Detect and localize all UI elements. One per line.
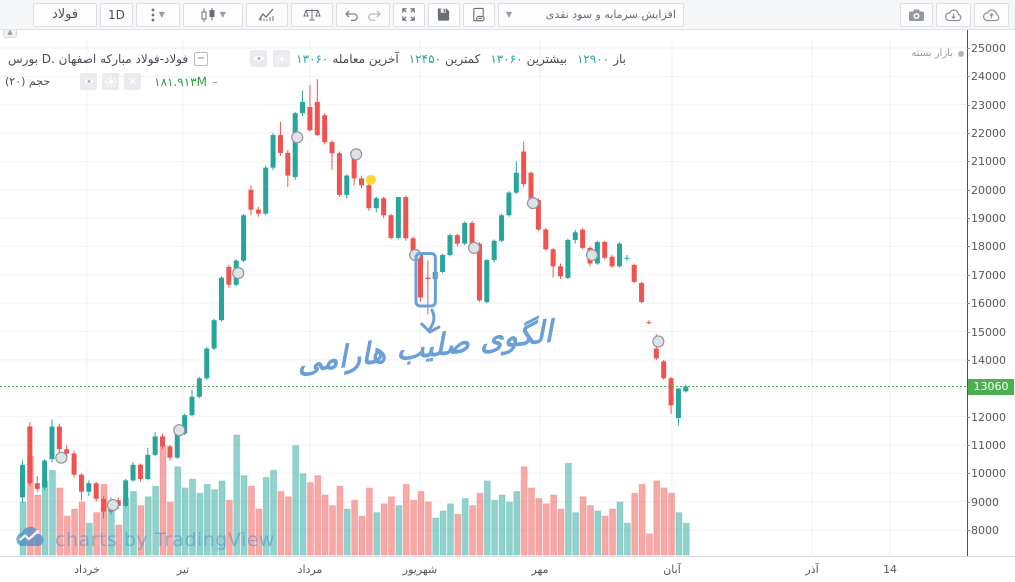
open-value: ۱۲۹۰۰ bbox=[576, 51, 610, 66]
interval-button[interactable]: 1D bbox=[100, 2, 133, 27]
series-legend: فولاد-فولاد مبارکه اصفهان .D بورس − باز ۱… bbox=[8, 50, 636, 67]
last-trade-label: آخرین معامله bbox=[332, 51, 399, 66]
price-tick-label: 16000 bbox=[967, 297, 1006, 311]
save-layout-button[interactable] bbox=[427, 2, 460, 27]
snapshot-button[interactable] bbox=[900, 2, 933, 27]
price-tick-label: 15000 bbox=[967, 325, 1006, 339]
price-tick-label: 8000 bbox=[967, 524, 999, 537]
price-tick-label: 24000 bbox=[967, 70, 1006, 84]
price-axis[interactable]: 25000 24000 23000 22000 21000 20000 19000 18000… bbox=[967, 30, 1015, 556]
price-tick-label: 9000 bbox=[967, 495, 999, 509]
volume-legend: حجم (۲۰) ✕ ۱۸۱.۹۱۳M – bbox=[5, 73, 218, 90]
chart-area[interactable]: ▲ فولاد-فولاد مبارکه اصفهان .D بورس − با… bbox=[0, 29, 1015, 582]
chevron-down-icon: ▼ bbox=[219, 10, 226, 19]
fullscreen-icon bbox=[401, 7, 416, 22]
time-tick-label: خرداد bbox=[74, 563, 100, 576]
price-tick-label: 23000 bbox=[967, 98, 1006, 112]
toolbar-collapse-tab[interactable]: ▲ bbox=[3, 29, 17, 38]
time-tick-label: شهریور bbox=[402, 563, 438, 576]
dots-menu-icon bbox=[151, 8, 155, 22]
price-tick-label: 21000 bbox=[967, 155, 1006, 169]
candlestick-chart-canvas[interactable] bbox=[0, 30, 967, 582]
last-trade-value: ۱۳۰۶۰ bbox=[296, 51, 329, 66]
scales-icon bbox=[303, 7, 321, 22]
price-tick-label: 14000 bbox=[967, 353, 1006, 367]
volume-extra: – bbox=[211, 74, 218, 89]
load-chart-button[interactable] bbox=[936, 2, 971, 27]
compare-button[interactable] bbox=[290, 2, 333, 27]
last-price-badge: 13060 bbox=[968, 378, 1014, 395]
price-tick-label: 20000 bbox=[967, 183, 1006, 197]
low-label: کمترین bbox=[444, 51, 481, 66]
price-tick-label: 18000 bbox=[967, 240, 1006, 254]
time-tick-label: آذر bbox=[805, 563, 819, 576]
chevron-down-icon: ▼ bbox=[158, 10, 165, 19]
top-toolbar: فولاد 1D ▼ ▼ bbox=[0, 0, 1015, 30]
volume-study-label: حجم (۲۰) bbox=[5, 75, 51, 88]
market-status-label: بازار بسته bbox=[911, 48, 953, 59]
undo-redo-group[interactable] bbox=[335, 2, 390, 27]
chevron-down-icon: ▼ bbox=[505, 10, 513, 19]
price-tick-label: 17000 bbox=[967, 268, 1006, 282]
high-label: بیشترین bbox=[526, 51, 567, 66]
price-tick-label: 10000 bbox=[967, 467, 1006, 481]
undo-icon[interactable] bbox=[344, 9, 359, 21]
time-axis[interactable]: خرداد تیر مرداد شهریور مهر آبان آذر 14 bbox=[0, 556, 1015, 582]
eye-icon[interactable] bbox=[250, 50, 268, 67]
interval-label: 1D bbox=[108, 7, 125, 22]
market-status: بازار بسته bbox=[894, 48, 964, 59]
watermark-text: charts by TradingView bbox=[55, 528, 275, 551]
save-chart-cloud-button[interactable] bbox=[974, 2, 1009, 27]
gear-icon[interactable] bbox=[273, 50, 291, 67]
low-value: ۱۲۴۵۰ bbox=[408, 51, 441, 66]
tradingview-watermark: charts by TradingView bbox=[12, 526, 275, 553]
ohlc-readout: باز ۱۲۹۰۰ بیشترین ۱۳۰۶۰ کمترین ۱۲۴۵۰ آخرین … bbox=[296, 52, 626, 66]
time-tick-label: مرداد bbox=[297, 563, 323, 576]
open-label: باز bbox=[613, 51, 626, 66]
price-tick-label: 25000 bbox=[967, 42, 1006, 55]
events-dropdown[interactable]: افزایش سرمایه و سود نقدی ▼ bbox=[497, 2, 684, 27]
eye-icon[interactable] bbox=[80, 73, 98, 90]
time-tick-label: آبان bbox=[663, 563, 681, 576]
gear-icon[interactable] bbox=[102, 73, 120, 90]
cloud-upload-icon bbox=[982, 8, 1001, 22]
time-tick-label: تیر bbox=[176, 563, 190, 576]
camera-icon bbox=[908, 8, 925, 22]
style-menu-button[interactable]: ▼ bbox=[135, 2, 180, 27]
tradingview-logo-icon bbox=[12, 526, 48, 553]
symbol-button[interactable]: فولاد bbox=[33, 2, 97, 27]
price-tick-label: 12000 bbox=[967, 410, 1006, 424]
candlestick-icon bbox=[200, 7, 216, 23]
volume-value: ۱۸۱.۹۱۳M bbox=[154, 74, 207, 89]
close-icon[interactable]: ✕ bbox=[124, 73, 142, 90]
redo-icon[interactable] bbox=[367, 9, 382, 21]
time-tick-label: 14 bbox=[883, 563, 897, 576]
high-value: ۱۳۰۶۰ bbox=[490, 51, 523, 66]
publish-button[interactable] bbox=[462, 2, 495, 27]
symbol-label: فولاد bbox=[51, 7, 79, 22]
price-tick-label: 11000 bbox=[967, 438, 1006, 452]
save-icon bbox=[436, 7, 451, 22]
events-dropdown-label: افزایش سرمایه و سود نقدی bbox=[545, 8, 676, 21]
market-closed-dot-icon bbox=[958, 50, 964, 57]
price-tick-label: 22000 bbox=[967, 127, 1006, 141]
publish-idea-icon bbox=[471, 7, 486, 23]
fullscreen-button[interactable] bbox=[392, 2, 425, 27]
price-tick-label: 19000 bbox=[967, 212, 1006, 226]
legend-collapse-icon[interactable]: − bbox=[194, 51, 209, 66]
chart-type-button[interactable]: ▼ bbox=[182, 2, 243, 27]
cloud-download-icon bbox=[944, 8, 963, 22]
indicators-icon bbox=[258, 7, 276, 22]
indicators-button[interactable] bbox=[245, 2, 288, 27]
symbol-title: فولاد-فولاد مبارکه اصفهان .D بورس bbox=[8, 51, 189, 66]
time-tick-label: مهر bbox=[531, 563, 549, 576]
